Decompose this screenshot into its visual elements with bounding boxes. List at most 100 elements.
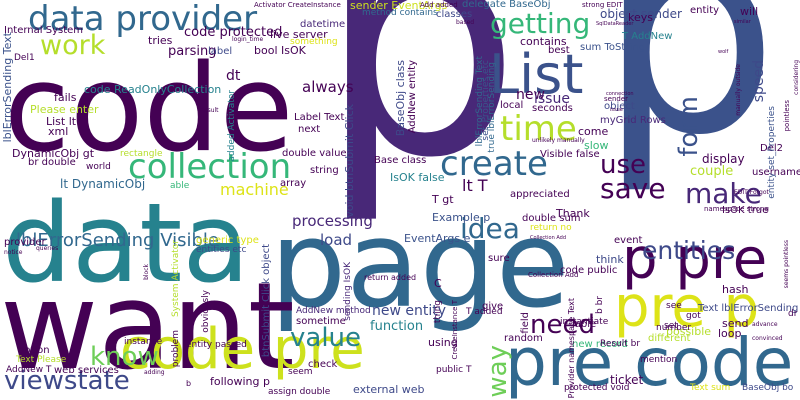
word-code-protected: code protected: [184, 25, 283, 40]
word-event: event: [614, 235, 643, 246]
word-activator-createinstance: Activator CreateInstance: [254, 1, 341, 9]
word-local: local: [500, 100, 524, 111]
word-list: List: [489, 43, 584, 106]
word-classes: classes: [436, 9, 473, 20]
word-time: time: [500, 109, 577, 149]
word-data: data: [2, 179, 250, 307]
word-username: username: [752, 167, 800, 178]
word-list-lt: List lt: [46, 115, 77, 128]
word-visible-false: Visible false: [540, 149, 600, 160]
word-mygrid-rows: myGrid Rows: [600, 115, 666, 126]
word-text-lblerrorsending: Text lblErrorSending: [698, 303, 799, 314]
word-pre-code: pre code: [505, 324, 794, 400]
word-world: world: [86, 162, 111, 172]
word-save: save: [600, 172, 666, 205]
word-connection: connection: [606, 91, 634, 97]
word-lblerrorsending-text-2: lblErrorSending Text: [475, 56, 485, 147]
word-add-added: Add added: [420, 1, 458, 9]
word-baseobj-bo: BaseObj bo: [742, 383, 794, 393]
word-way: way: [483, 345, 513, 398]
word-problem: problem: [171, 330, 181, 368]
word-set: set: [664, 321, 678, 331]
word-best: best: [548, 45, 570, 56]
word-base-class: Base class: [374, 155, 427, 166]
word-option: option: [18, 345, 50, 356]
word-form: form: [674, 96, 704, 157]
word-pointless: pointless: [783, 100, 791, 132]
word-double-sum: double sum: [522, 213, 581, 224]
word-always: always: [302, 78, 354, 96]
word-label: label: [208, 46, 233, 57]
word-sum-tostring: sum ToString: [580, 42, 645, 53]
word-result: Result: [200, 107, 219, 114]
word-isok-true: IsOK true: [722, 205, 769, 216]
word-datetime: datetime: [300, 19, 346, 30]
word-please-enter: Please enter: [30, 103, 99, 116]
word-createinstance-t: CreateInstance T: [451, 300, 459, 360]
word-something: something: [290, 37, 338, 47]
word-load: load: [320, 231, 353, 249]
word-collection: collection: [128, 147, 292, 187]
word-new-record: new record: [572, 339, 628, 350]
word-page: page: [270, 196, 570, 335]
word-new: new: [516, 87, 545, 103]
word-appreciated: appreciated: [510, 189, 570, 200]
word-t-gt: T gt: [432, 193, 454, 206]
word-notice: notice: [4, 249, 23, 256]
word-external-web: external web: [353, 383, 425, 396]
word-issue-2: issue: [610, 107, 623, 113]
word-unlikely-manually: unlikely manually: [532, 137, 585, 144]
word-data-provider: data provider: [28, 0, 258, 39]
word-added-activator: added Activator: [227, 90, 237, 162]
word-return-added: return added: [364, 273, 417, 282]
word-lable: lable: [572, 319, 597, 330]
word-check: check: [308, 359, 338, 370]
word-send: send: [722, 317, 749, 330]
word-live-server: live server: [270, 28, 328, 41]
word-loop: loop: [718, 327, 742, 340]
word-think: think: [596, 253, 624, 266]
word-will: will: [740, 5, 759, 18]
word-processing: processing: [292, 212, 373, 230]
word-seconds: seconds: [532, 103, 573, 114]
word-code: code: [4, 40, 294, 179]
word-using: using: [428, 336, 458, 349]
word-p-pre: p pre: [622, 227, 768, 292]
word-code-pre: code pre: [120, 317, 365, 382]
word-speed: speed: [751, 60, 767, 103]
word-string: string: [310, 165, 339, 176]
word-ticket: ticket: [610, 373, 644, 387]
word-del1: Del1: [14, 53, 35, 63]
word-lt-t: lt T: [462, 176, 488, 195]
word-edit-forgot: EDIT Forgot: [734, 189, 769, 196]
word-field: field: [520, 312, 531, 334]
word-block: block: [143, 264, 150, 280]
word-bool-isok: bool IsOK: [254, 44, 306, 57]
word-use: use: [600, 150, 647, 180]
word-make: make: [685, 177, 762, 210]
word-manually-outside: manually outside: [735, 64, 742, 116]
word-instance: instance: [124, 337, 163, 347]
word-sure: sure: [488, 253, 510, 264]
word-got: got: [686, 311, 701, 321]
word-label-text: Label Text: [294, 112, 345, 123]
word-p-1: p: [318, 0, 522, 228]
word-sometime: sometime: [296, 316, 346, 327]
word-dt: dt: [226, 68, 241, 84]
word-fails: fails: [54, 91, 77, 104]
word-del2: Del2: [760, 143, 783, 154]
word-assign-double: assign double: [268, 387, 331, 397]
word-t-addnew: T AddNew: [622, 31, 673, 42]
word-isok-false: IsOK false: [390, 171, 445, 184]
word-based: based: [456, 19, 475, 26]
word-next: next: [298, 124, 321, 135]
word-delegate-baseobj: delegate BaseObj: [462, 0, 551, 10]
word-dr: dr: [788, 309, 798, 319]
word-different: different: [648, 333, 691, 344]
word-contains: contains: [520, 35, 567, 48]
word-login-time: login_time: [232, 36, 264, 43]
word-double-value: double value: [282, 148, 347, 159]
word-sender: sender: [604, 95, 629, 103]
word-generic-type: generic type: [196, 235, 259, 246]
word-create: create: [440, 144, 548, 184]
